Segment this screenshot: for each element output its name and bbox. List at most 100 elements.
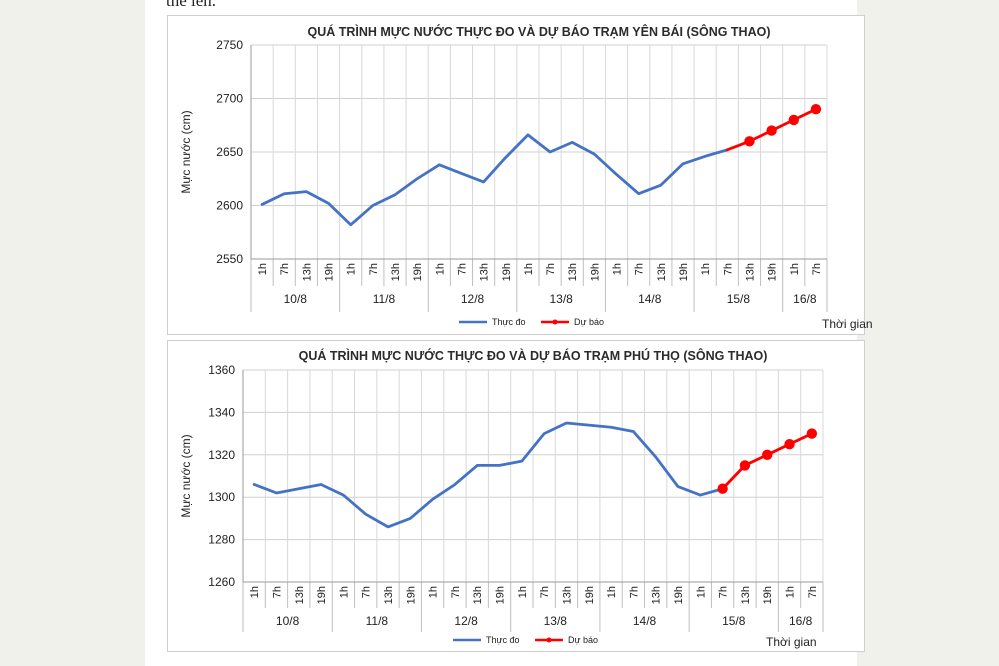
y-tick-label: 1340 [208, 405, 235, 419]
x-tick-label: 1h [428, 586, 440, 598]
x-axis-label: Thời gian [822, 317, 873, 331]
x-tick-label: 13h [656, 263, 668, 281]
forecast-point [762, 449, 773, 460]
x-tick-label: 1h [785, 586, 797, 598]
x-tick-label: 13h [294, 586, 306, 604]
x-tick-label: 1h [346, 263, 358, 275]
x-tick-label: 13h [472, 586, 484, 604]
yen-bai-water-level-chart: QUÁ TRÌNH MỰC NƯỚC THỰC ĐO VÀ DỰ BÁO TRẠ… [167, 15, 873, 335]
x-tick-label: 7h [545, 263, 557, 275]
x-tick-label: 13h [651, 586, 663, 604]
x-tick-label: 1h [257, 263, 269, 275]
x-tick-label: 13h [744, 263, 756, 281]
forecast-series-line [721, 432, 814, 491]
day-label: 10/8 [276, 614, 300, 628]
x-tick-label: 7h [361, 586, 373, 598]
x-tick-label: 19h [673, 586, 685, 604]
x-tick-label: 1h [338, 586, 350, 598]
y-tick-label: 2550 [216, 252, 243, 266]
day-label: 12/8 [454, 614, 478, 628]
phu-tho-water-level-chart: QUÁ TRÌNH MỰC NƯỚC THỰC ĐO VÀ DỰ BÁO TRẠ… [167, 340, 865, 652]
x-tick-label: 7h [450, 586, 462, 598]
forecast-point [810, 104, 822, 115]
day-label: 15/8 [722, 614, 746, 628]
x-tick-label: 19h [316, 586, 328, 604]
x-tick-label: 19h [501, 263, 513, 281]
x-tick-label: 7h [456, 263, 468, 275]
legend-observed-label: Thực đo [492, 317, 526, 327]
y-tick-label: 2700 [216, 92, 243, 106]
x-tick-label: 19h [589, 263, 601, 281]
x-tick-label: 1h [612, 263, 624, 275]
document-top-text: thể lên. [166, 0, 217, 10]
x-tick-label: 7h [628, 586, 640, 598]
x-tick-label: 7h [539, 586, 551, 598]
y-tick-label: 1320 [208, 448, 235, 462]
x-tick-label: 7h [279, 263, 291, 275]
x-tick-label: 19h [324, 263, 336, 281]
legend-forecast-marker [552, 319, 558, 325]
day-label: 10/8 [284, 292, 308, 306]
x-tick-label: 13h [390, 263, 402, 281]
day-label: 16/8 [793, 292, 817, 306]
day-label: 12/8 [461, 292, 485, 306]
forecast-point [766, 125, 777, 136]
x-tick-label: 13h [301, 263, 313, 281]
phu-tho-chart-svg: QUÁ TRÌNH MỰC NƯỚC THỰC ĐO VÀ DỰ BÁO TRẠ… [179, 348, 824, 649]
x-tick-label: 13h [383, 586, 395, 604]
y-tick-label: 2750 [216, 38, 243, 52]
y-axis-label: Mực nước (cm) [179, 434, 193, 517]
y-tick-label: 1280 [208, 533, 235, 547]
y-tick-label: 1300 [208, 490, 235, 504]
y-tick-label: 2600 [216, 199, 243, 213]
x-tick-label: 19h [767, 263, 779, 281]
day-label: 13/8 [549, 292, 573, 306]
forecast-point [739, 460, 751, 471]
x-tick-label: 13h [740, 586, 752, 604]
x-tick-label: 19h [584, 586, 596, 604]
x-tick-label: 1h [434, 263, 446, 275]
x-tick-label: 7h [811, 263, 823, 275]
x-tick-label: 1h [249, 586, 261, 598]
y-tick-label: 2650 [216, 145, 243, 159]
day-label: 14/8 [638, 292, 662, 306]
x-axis-label: Thời gian [766, 635, 817, 649]
x-tick-label: 1h [606, 586, 618, 598]
day-label: 16/8 [789, 614, 813, 628]
y-tick-label: 1260 [208, 575, 235, 589]
observed-series-line [260, 133, 729, 227]
forecast-point [717, 483, 728, 494]
x-tick-label: 7h [807, 586, 819, 598]
day-label: 15/8 [727, 292, 751, 306]
x-tick-label: 1h [789, 263, 801, 275]
x-tick-label: 1h [695, 586, 707, 598]
day-label: 11/8 [373, 292, 396, 306]
x-tick-label: 19h [495, 586, 507, 604]
x-tick-label: 19h [412, 263, 424, 281]
forecast-point [744, 136, 755, 147]
x-tick-label: 13h [561, 586, 573, 604]
x-tick-label: 19h [678, 263, 690, 281]
yen-bai-chart-svg: QUÁ TRÌNH MỰC NƯỚC THỰC ĐO VÀ DỰ BÁO TRẠ… [179, 24, 873, 331]
x-tick-label: 7h [368, 263, 380, 275]
legend-forecast-label: Dự báo [574, 317, 604, 327]
x-tick-label: 13h [479, 263, 491, 281]
forecast-point [784, 439, 795, 450]
y-axis-label: Mực nước (cm) [179, 110, 193, 193]
forecast-point [788, 114, 799, 126]
x-tick-label: 1h [523, 263, 535, 275]
legend-forecast-label: Dự báo [568, 635, 598, 645]
chart-title: QUÁ TRÌNH MỰC NƯỚC THỰC ĐO VÀ DỰ BÁO TRẠ… [307, 24, 770, 39]
day-label: 11/8 [366, 614, 389, 628]
x-tick-label: 1h [700, 263, 712, 275]
x-tick-label: 7h [722, 263, 734, 275]
observed-series-line [252, 421, 725, 529]
legend-forecast-marker [546, 637, 552, 643]
x-tick-label: 1h [517, 586, 529, 598]
forecast-point [806, 428, 818, 439]
y-tick-label: 1360 [208, 363, 235, 377]
chart-title: QUÁ TRÌNH MỰC NƯỚC THỰC ĐO VÀ DỰ BÁO TRẠ… [299, 348, 768, 363]
day-label: 13/8 [544, 614, 568, 628]
x-tick-label: 19h [762, 586, 774, 604]
x-tick-label: 13h [567, 263, 579, 281]
